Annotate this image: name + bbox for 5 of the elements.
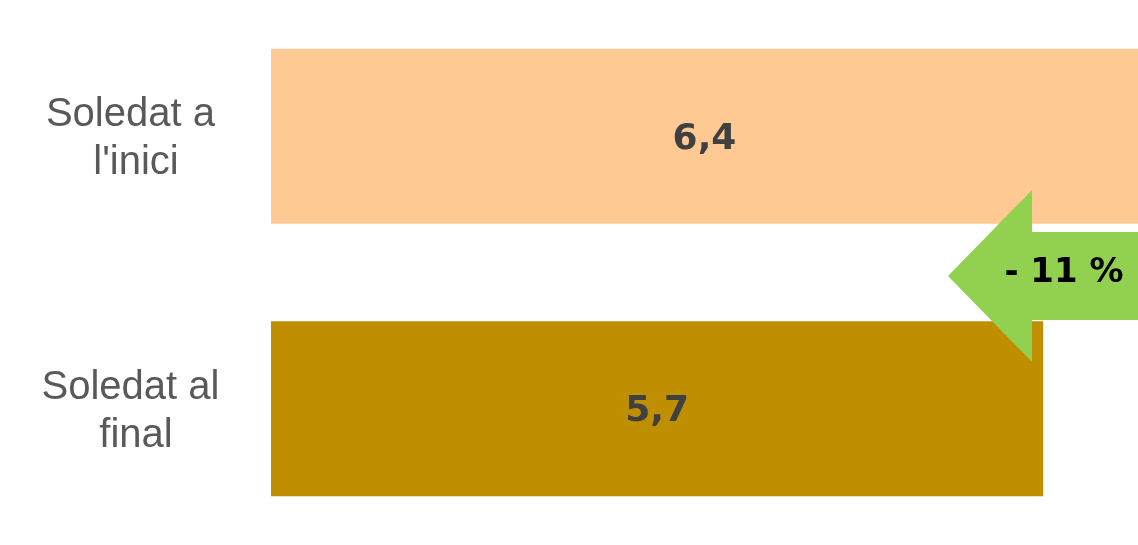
data-label: 6,4 xyxy=(672,115,737,157)
y-tick-label: Soledat a l'inici xyxy=(45,90,227,183)
y-tick-label: Soledat al final xyxy=(41,362,231,455)
data-label: 5,7 xyxy=(625,388,689,430)
annotation: - 11 % xyxy=(1003,250,1125,290)
